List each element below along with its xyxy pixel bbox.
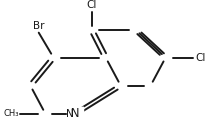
Text: Cl: Cl [86,0,97,10]
Text: Cl: Cl [196,52,206,63]
Text: CH₃: CH₃ [4,109,19,118]
Text: Br: Br [33,21,44,31]
Text: N: N [65,109,73,119]
Text: N: N [67,107,84,120]
